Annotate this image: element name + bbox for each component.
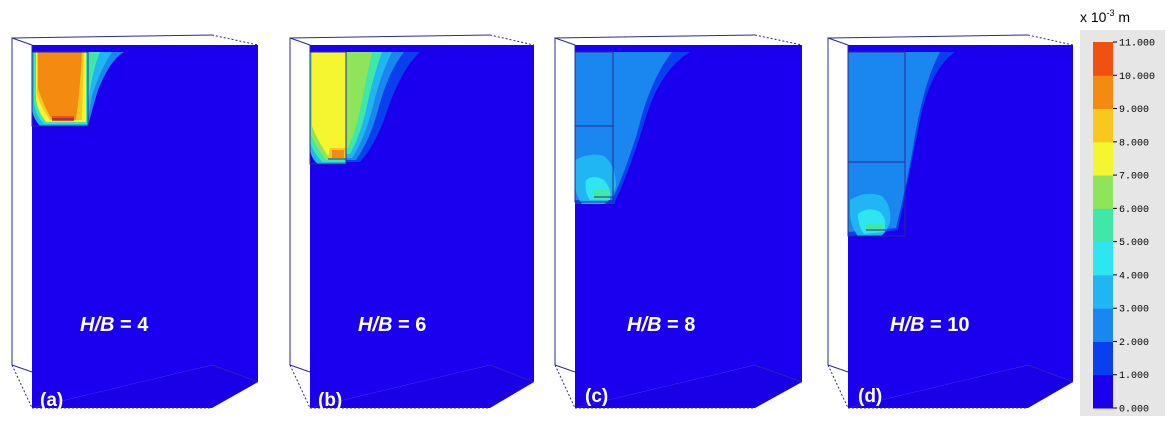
panel-b: H/B = 6 (b): [289, 34, 535, 411]
colorbar-swatch: [1093, 308, 1113, 342]
colorbar-swatch: [1093, 42, 1113, 76]
panel-b-label: (b): [318, 390, 342, 411]
colorbar-tick-label: 7.000: [1119, 172, 1149, 183]
colorbar-swatch: [1093, 341, 1113, 376]
colorbar: 11.000 10.000 9.000 8.000 7.000 6.000 5.000 4.0…: [1080, 8, 1165, 416]
colorbar-tick-label: 5.000: [1119, 238, 1149, 249]
panel-d-bottom-face: [848, 365, 1073, 408]
colorbar-swatch: [1093, 374, 1113, 409]
colorbar-swatch: [1093, 141, 1113, 176]
panel-b-side-face: [490, 45, 534, 382]
colorbar-tick-label: 2.000: [1119, 338, 1149, 349]
panel-b-bottom-face: [310, 365, 534, 408]
panel-a-bottom-face: [32, 365, 258, 408]
panel-d-label: (d): [858, 386, 882, 407]
colorbar-tick-label: 8.000: [1119, 138, 1149, 149]
panel-d-hb-label: H/B = 10: [890, 314, 970, 336]
panel-c-wireframe: [554, 34, 803, 409]
colorbar-tick-label: 10.000: [1119, 72, 1155, 83]
panel-c-hb-label: H/B = 8: [627, 314, 695, 336]
panel-d-contours: [848, 52, 955, 236]
panel-a-footing-outline: [31, 51, 89, 127]
colorbar-tick-label: 9.000: [1119, 105, 1149, 116]
colorbar-swatch: [1093, 175, 1113, 209]
panel-c-contours: [575, 52, 690, 204]
panel-c-footing-outline: [574, 51, 614, 203]
panel-a-side-face: [212, 45, 258, 382]
colorbar-swatch: [1093, 108, 1113, 143]
panel-a-hb-label: H/B = 4: [80, 314, 149, 336]
panel-b-wireframe: [289, 34, 535, 409]
panel-d-footing-outline: [847, 51, 906, 237]
panel-c-label: (c): [585, 386, 608, 407]
panel-c-side-face: [755, 45, 802, 382]
panel-b-hb-label: H/B = 6: [358, 314, 426, 336]
panel-c: H/B = 8 (c): [554, 34, 803, 409]
panel-a-front-face: [32, 45, 212, 408]
colorbar-tick-label: 6.000: [1119, 205, 1149, 216]
colorbar-swatch: [1093, 274, 1113, 309]
colorbar-background: [1080, 30, 1165, 416]
colorbar-swatch: [1093, 75, 1113, 110]
colorbar-tick-label: 3.000: [1119, 305, 1149, 316]
colorbar-tick-label: 11.000: [1119, 39, 1155, 50]
colorbar-unit-label: x 10-3 m: [1080, 8, 1130, 25]
colorbar-tick-label: 1.000: [1119, 371, 1149, 382]
panel-b-contours: [310, 52, 420, 164]
colorbar-swatch: [1093, 208, 1113, 243]
colorbar-swatch: [1093, 241, 1113, 276]
panel-d-wireframe: [827, 34, 1074, 409]
panel-a-label: (a): [40, 390, 63, 411]
colorbar-tick-label: 0.000: [1119, 405, 1149, 416]
colorbar-swatches: [1093, 42, 1113, 409]
panel-d: H/B = 10 (d): [827, 34, 1074, 409]
panel-c-bottom-face: [575, 365, 802, 408]
colorbar-ticks: 11.000 10.000 9.000 8.000 7.000 6.000 5.000 4.0…: [1113, 39, 1155, 416]
panel-d-side-face: [1028, 45, 1073, 382]
panel-b-footing-outline: [309, 51, 347, 165]
panel-a-wireframe: [11, 34, 259, 409]
panel-a: H/B = 4 (a): [11, 34, 259, 411]
colorbar-tick-label: 4.000: [1119, 271, 1149, 282]
